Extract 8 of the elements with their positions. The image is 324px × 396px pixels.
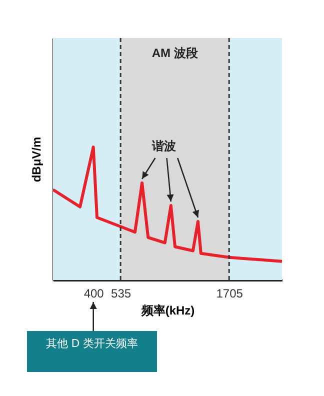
- x-tick-label: 400: [84, 286, 104, 300]
- x-tick-label: 1705: [216, 286, 244, 300]
- annotation: 谐波: [151, 139, 177, 153]
- text-box: 其他 D 类开关频率: [27, 331, 157, 372]
- y-axis-title: dBμV/m: [30, 136, 44, 182]
- x-axis-title: 频率(kHz): [140, 304, 195, 318]
- band-label: AM 波段: [152, 46, 199, 60]
- x-tick-label: 535: [111, 286, 132, 300]
